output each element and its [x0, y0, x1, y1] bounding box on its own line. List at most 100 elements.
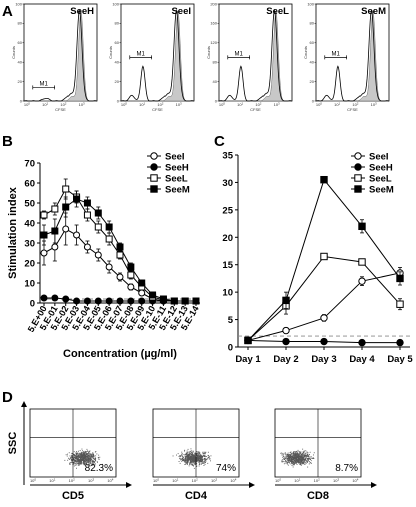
- quadrant-percent: 8.7%: [335, 463, 358, 474]
- event-dot: [73, 457, 75, 459]
- event-dot: [86, 448, 88, 450]
- event-dot: [200, 461, 202, 463]
- event-dot: [80, 458, 82, 460]
- event-dot: [189, 453, 191, 454]
- event-dot: [172, 455, 174, 457]
- event-dot: [301, 461, 302, 463]
- event-dot: [78, 459, 79, 461]
- x-tick-label: 101: [139, 102, 145, 108]
- event-dot: [185, 460, 187, 462]
- event-dot: [287, 459, 289, 461]
- event-dot: [294, 455, 296, 457]
- event-dot: [187, 454, 189, 456]
- event-dot: [76, 460, 77, 462]
- marker-open-circle: [116, 273, 124, 281]
- event-dot: [195, 454, 197, 455]
- event-dot: [178, 461, 180, 462]
- event-dot: [82, 453, 84, 455]
- event-dot: [88, 462, 90, 464]
- event-dot: [88, 463, 90, 465]
- event-dot: [185, 461, 187, 462]
- event-dot: [83, 464, 85, 466]
- event-dot: [290, 455, 292, 457]
- marker-open-square: [40, 211, 48, 219]
- event-dot: [80, 463, 81, 465]
- event-dot: [82, 454, 84, 456]
- event-dot: [65, 454, 67, 456]
- event-dot: [197, 452, 199, 454]
- event-dot: [296, 458, 298, 460]
- event-dot: [76, 458, 77, 460]
- x-tick-label: 101: [42, 102, 48, 108]
- event-dot: [95, 463, 96, 465]
- event-dot: [196, 457, 198, 458]
- event-dot: [92, 455, 94, 457]
- event-dot: [74, 454, 75, 455]
- event-dot: [304, 458, 306, 460]
- event-dot: [197, 457, 199, 458]
- event-dot: [290, 456, 292, 458]
- y-tick-label: 35: [222, 151, 233, 162]
- event-dot: [289, 459, 291, 461]
- event-dot: [299, 463, 301, 465]
- x-tick-label: 100: [316, 102, 322, 108]
- event-dot: [289, 452, 291, 454]
- event-dot: [202, 461, 204, 462]
- x-tick-label: Day 2: [273, 354, 298, 365]
- event-dot: [291, 456, 293, 458]
- event-dot: [301, 460, 302, 462]
- event-dot: [202, 460, 204, 462]
- event-dot: [206, 459, 208, 460]
- marker-filled-circle: [127, 297, 135, 305]
- event-dot: [86, 459, 88, 461]
- event-dot: [184, 456, 186, 458]
- event-dot: [205, 460, 207, 462]
- event-dot: [288, 459, 289, 461]
- event-dot: [75, 459, 77, 461]
- event-dot: [201, 455, 203, 457]
- event-dot: [76, 460, 78, 462]
- y-tick-label: 0: [20, 98, 23, 103]
- panel-a-histograms: M1 SeeH 0 20 40 60 80 100 Counts 100 101 102 103 CFSE…: [11, 1, 390, 112]
- event-dot: [191, 456, 193, 458]
- y-tick-label: 40: [18, 60, 23, 65]
- event-dot: [289, 455, 291, 456]
- event-dot: [286, 454, 288, 456]
- event-dot: [91, 455, 93, 457]
- event-dot: [295, 451, 297, 452]
- series-seeh: [244, 336, 404, 347]
- event-dot: [192, 463, 194, 465]
- event-dot: [87, 458, 89, 459]
- marker-filled-square: [116, 243, 124, 251]
- event-dot: [79, 453, 81, 455]
- event-dot: [91, 454, 92, 456]
- event-dot: [188, 465, 190, 467]
- event-dot: [82, 458, 84, 460]
- event-dot: [193, 458, 194, 460]
- event-dot: [83, 454, 85, 456]
- y-tick-label: 0: [117, 98, 120, 103]
- event-dot: [69, 458, 71, 460]
- event-dot: [182, 455, 183, 457]
- event-dot: [77, 456, 79, 458]
- marker-filled-circle: [354, 163, 362, 171]
- event-dot: [292, 453, 294, 454]
- event-dot: [302, 462, 304, 464]
- event-dot: [74, 461, 75, 463]
- event-dot: [89, 465, 91, 467]
- event-dot: [285, 462, 287, 464]
- event-dot: [283, 463, 285, 465]
- event-dot: [87, 454, 89, 456]
- marker-filled-circle: [51, 294, 59, 302]
- event-dot: [71, 453, 73, 455]
- event-dot: [296, 453, 298, 455]
- event-dot: [300, 464, 302, 466]
- marker-filled-circle: [138, 297, 146, 305]
- event-dot: [204, 451, 206, 453]
- event-dot: [187, 455, 189, 457]
- event-dot: [187, 458, 188, 460]
- event-dot: [80, 455, 82, 457]
- marker-filled-square: [51, 227, 59, 235]
- hist-control-fill: [219, 10, 292, 102]
- m1-label: M1: [235, 51, 244, 57]
